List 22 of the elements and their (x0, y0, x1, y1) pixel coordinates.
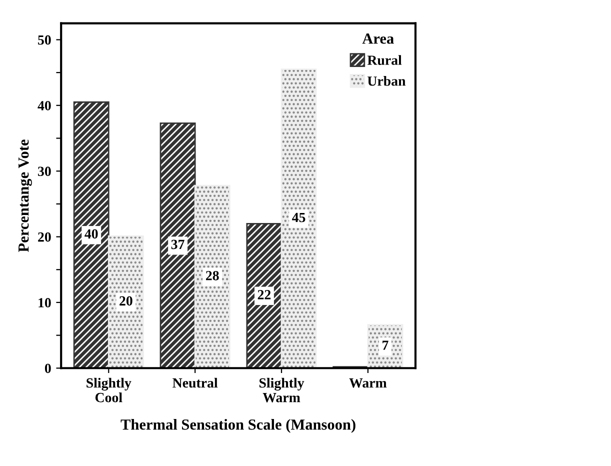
y-tick-label: 0 (44, 364, 51, 374)
legend-label: Urban (368, 76, 406, 86)
data-label: 20 (120, 296, 132, 306)
legend-title: Area (362, 34, 394, 44)
x-tick-label: Slightly Warm (259, 378, 304, 402)
y-tick-label: 10 (38, 298, 51, 308)
data-label: 22 (258, 290, 271, 300)
x-axis-title: Thermal Sensation Scale (Mansoon) (120, 418, 356, 433)
y-tick-label: 50 (38, 35, 51, 45)
x-tick-label: Neutral (172, 378, 218, 388)
data-label: 7 (382, 340, 388, 350)
data-label: 40 (84, 229, 98, 239)
x-tick-label: Slightly Cool (86, 378, 132, 402)
y-axis-title: Percentange Vote (18, 140, 32, 252)
y-tick-label: 20 (38, 232, 51, 242)
y-tick-label: 40 (38, 100, 51, 110)
data-label: 45 (292, 212, 306, 222)
y-tick-label: 30 (38, 166, 51, 176)
x-tick-label: Warm (349, 378, 387, 388)
data-label: 28 (206, 270, 219, 280)
legend-label: Rural (367, 55, 402, 65)
data-label: 37 (171, 240, 184, 250)
